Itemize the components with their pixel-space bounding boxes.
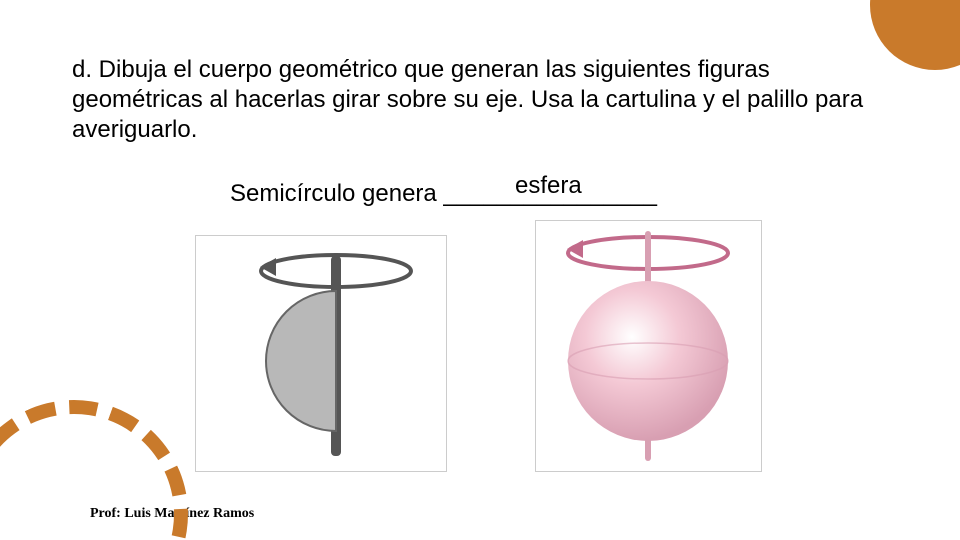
figure-semicircle: [195, 235, 447, 472]
fill-in-prompt: Semicírculo genera ________________: [230, 180, 657, 208]
figure-sphere: [535, 220, 762, 472]
sphere-svg: [536, 221, 761, 471]
fill-in-answer: esfera: [515, 172, 582, 200]
question-text: d. Dibuja el cuerpo geométrico que gener…: [72, 55, 892, 145]
slide: d. Dibuja el cuerpo geométrico que gener…: [0, 0, 960, 540]
semicircle-shape: [266, 291, 336, 431]
sphere-body: [568, 281, 728, 441]
semicircle-svg: [196, 236, 446, 471]
corner-arc-decor: [0, 400, 160, 540]
